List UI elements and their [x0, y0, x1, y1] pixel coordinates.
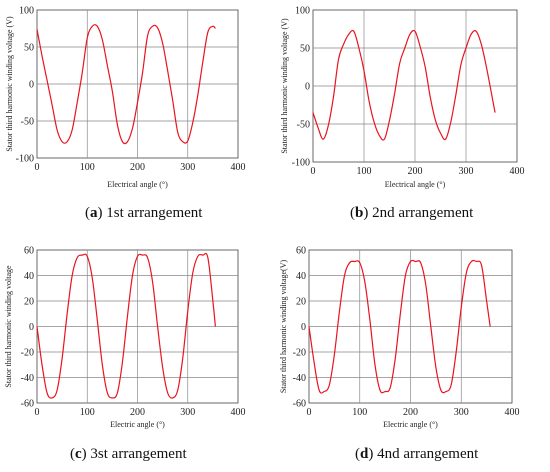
chart-c: 0 100 200 300 400 -60 -40 -20 0 20 40 60 Electric an… [4, 246, 246, 430]
caption-b: (b) 2nd arrangement [350, 205, 474, 221]
x-tick-label: 100 [80, 162, 95, 173]
y-tick-label: -100 [292, 158, 310, 169]
chart-a: 0 100 200 300 400 -100 -50 0 50 100 Electrical ang… [5, 6, 246, 190]
x-axis-label: Electrical angle (°) [107, 180, 168, 189]
y-axis-label: Stator third harmonic winding voltage(V) [279, 260, 288, 394]
y-tick-label: -40 [21, 373, 34, 384]
x-tick-label: 100 [352, 407, 367, 418]
x-tick-label: 200 [408, 166, 423, 177]
chart-d: 0 100 200 300 400 -60 -40 -20 0 20 40 60 Electric an… [279, 246, 520, 430]
caption-d-text: 4nd arrangement [377, 446, 479, 462]
x-tick-label: 300 [180, 407, 195, 418]
y-tick-label: -100 [16, 154, 34, 165]
caption-c-text: 3st arrangement [90, 446, 187, 462]
chart-panel-b: 0 100 200 300 400 -100 -50 0 50 100 Electrical ang… [275, 0, 550, 236]
chart-panel-d: 0 100 200 300 400 -60 -40 -20 0 20 40 60 Electric an… [275, 236, 550, 472]
x-tick-label: 0 [35, 162, 40, 173]
y-tick-label: -60 [293, 399, 306, 410]
caption-a-text: 1st arrangement [106, 205, 203, 221]
x-axis-label: Electric angle (°) [383, 420, 438, 429]
chart-panel-a: 0 100 200 300 400 -100 -50 0 50 100 Electrical ang… [0, 0, 275, 236]
y-tick-label: 40 [296, 271, 306, 282]
y-tick-label: 0 [301, 322, 306, 333]
x-tick-label: 300 [459, 166, 474, 177]
x-tick-label: 400 [231, 162, 246, 173]
series-line-c [36, 252, 216, 399]
y-tick-label: 60 [24, 246, 34, 257]
y-axis-label: Stator third harmonic winding voltage [4, 265, 13, 388]
y-tick-label: -50 [21, 117, 34, 128]
y-tick-label: 0 [305, 82, 310, 93]
y-tick-label: -20 [293, 348, 306, 359]
y-tick-label: 20 [24, 297, 34, 308]
x-axis-label: Electrical angle (°) [385, 180, 446, 189]
x-tick-label: 100 [80, 407, 95, 418]
x-tick-label: 300 [454, 407, 469, 418]
y-tick-label: -60 [21, 399, 34, 410]
y-tick-label: 50 [300, 44, 310, 55]
y-tick-label: 0 [29, 80, 34, 91]
y-tick-label: 100 [295, 6, 310, 17]
y-axis-label: Stator third harmonic winding voltage (V… [5, 16, 14, 152]
x-axis-label: Electric angle (°) [110, 420, 165, 429]
x-tick-label: 400 [231, 407, 246, 418]
x-tick-label: 100 [357, 166, 372, 177]
y-tick-label: -50 [297, 120, 310, 131]
x-tick-label: 400 [505, 407, 520, 418]
y-tick-label: 40 [24, 271, 34, 282]
series-line-d [308, 259, 491, 394]
y-tick-label: 20 [296, 297, 306, 308]
caption-d: (d) 4nd arrangement [355, 446, 479, 462]
y-axis-label: Stator third harmonic winding voltage (V… [280, 18, 289, 154]
caption-b-letter: b [355, 205, 364, 221]
x-tick-label: 300 [180, 162, 195, 173]
series-line-a [36, 24, 216, 145]
y-tick-label: 60 [296, 246, 306, 257]
y-tick-label: 0 [29, 322, 34, 333]
x-tick-label: 200 [403, 407, 418, 418]
caption-d-letter: d [360, 446, 369, 462]
y-tick-label: -40 [293, 373, 306, 384]
chart-b: 0 100 200 300 400 -100 -50 0 50 100 Electrical ang… [280, 6, 525, 190]
x-tick-label: 0 [311, 166, 316, 177]
caption-c: (c) 3st arrangement [70, 446, 187, 462]
series-line-b [312, 29, 496, 141]
caption-c-letter: c [75, 446, 82, 462]
caption-a-letter: a [90, 205, 98, 221]
x-tick-label: 400 [510, 166, 525, 177]
x-tick-label: 200 [130, 162, 145, 173]
x-tick-label: 0 [307, 407, 312, 418]
caption-b-text: 2nd arrangement [372, 205, 474, 221]
caption-a: (a) 1st arrangement [85, 205, 203, 221]
x-tick-label: 200 [130, 407, 145, 418]
y-tick-label: 100 [19, 6, 34, 17]
y-tick-label: -20 [21, 348, 34, 359]
y-tick-label: 50 [24, 43, 34, 54]
chart-panel-c: 0 100 200 300 400 -60 -40 -20 0 20 40 60 Electric an… [0, 236, 275, 472]
x-tick-label: 0 [35, 407, 40, 418]
